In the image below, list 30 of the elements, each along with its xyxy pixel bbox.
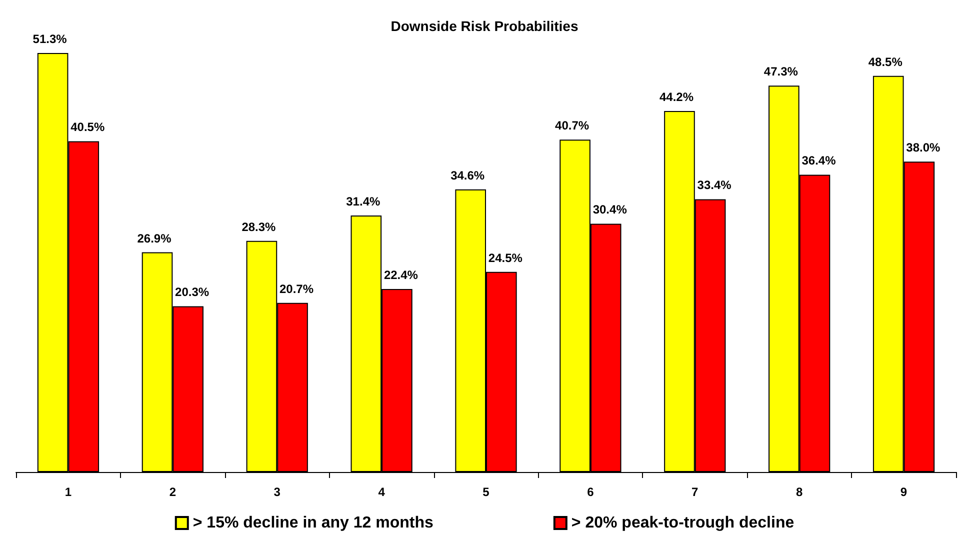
data-label: 48.5% bbox=[868, 54, 903, 69]
data-label: 34.6% bbox=[450, 168, 485, 182]
x-tick-label: 9 bbox=[900, 485, 908, 499]
data-label: 38.0% bbox=[906, 140, 941, 155]
data-label: 40.7% bbox=[555, 118, 590, 133]
data-label: 40.5% bbox=[70, 120, 105, 134]
data-label: 47.3% bbox=[764, 64, 798, 79]
data-label: 20.7% bbox=[280, 282, 314, 296]
x-tick-label: 8 bbox=[796, 485, 803, 499]
data-label: 28.3% bbox=[242, 220, 276, 234]
data-label: 51.3% bbox=[32, 32, 68, 46]
chart-title: Downside Risk Probabilities bbox=[390, 18, 578, 34]
x-tick-label: 7 bbox=[692, 485, 699, 499]
x-tick-label: 2 bbox=[169, 485, 176, 499]
data-label: 26.9% bbox=[137, 231, 172, 246]
legend-label: > 20% peak-to-trough decline bbox=[571, 514, 794, 532]
data-label: 24.5% bbox=[488, 250, 523, 265]
x-tick-label: 5 bbox=[482, 485, 490, 499]
data-label: 30.4% bbox=[592, 202, 628, 217]
data-label: 33.4% bbox=[697, 178, 732, 192]
x-tick-label: 1 bbox=[64, 485, 72, 499]
data-label: 31.4% bbox=[346, 194, 380, 209]
x-tick-label: 6 bbox=[587, 485, 594, 499]
data-label: 36.4% bbox=[802, 154, 836, 168]
data-label: 20.3% bbox=[175, 285, 210, 300]
data-label: 44.2% bbox=[659, 90, 694, 104]
x-tick-label: 3 bbox=[274, 485, 281, 499]
data-label: 22.4% bbox=[384, 268, 418, 282]
legend-label: > 15% decline in any 12 months bbox=[192, 514, 434, 532]
x-tick-label: 4 bbox=[378, 485, 386, 499]
